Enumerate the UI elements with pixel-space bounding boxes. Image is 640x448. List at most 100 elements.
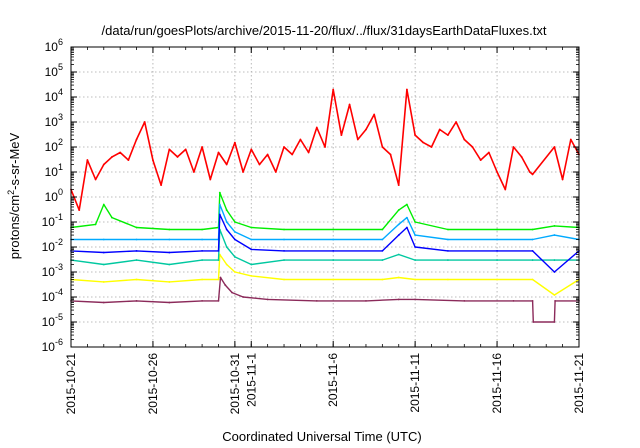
series-point (111, 156, 113, 158)
series-point (479, 159, 482, 161)
series-point (512, 299, 515, 302)
series-point (397, 253, 400, 256)
series-point (168, 251, 171, 254)
series-point (406, 216, 408, 219)
y-tick-label: 100 (45, 187, 63, 204)
series-point (250, 263, 253, 266)
series-point (356, 138, 359, 141)
series-point (274, 171, 277, 173)
series-point (218, 203, 221, 206)
x-tick-label: 2015-11-1 (244, 353, 258, 407)
series-point (291, 153, 294, 156)
series-point (233, 141, 236, 144)
series-point (553, 259, 556, 261)
series-point (332, 278, 335, 281)
series-point (127, 159, 130, 161)
series-point (168, 281, 171, 283)
series-point (496, 259, 498, 261)
series-point (332, 88, 335, 91)
x-axis-label: Coordinated Universal Time (UTC) (222, 429, 421, 444)
series-point (283, 238, 285, 241)
series-point (217, 151, 220, 154)
x-tick-label: 2015-10-21 (64, 353, 78, 415)
series-point (201, 278, 203, 281)
series-point (233, 231, 236, 233)
series-point (224, 284, 227, 286)
series-point (160, 184, 163, 186)
series-point (242, 296, 244, 298)
series-point (561, 178, 564, 181)
series-point (414, 278, 417, 281)
series-point (406, 203, 408, 206)
series-line-0 (70, 276, 579, 323)
series-point (365, 128, 367, 131)
series-point (193, 171, 195, 173)
series-point (102, 301, 105, 304)
series-point (250, 226, 253, 229)
series-point (201, 228, 203, 231)
series-point (258, 163, 261, 166)
series-point (373, 113, 376, 116)
series-point (340, 134, 343, 136)
series-point (315, 299, 318, 302)
series-point (299, 138, 302, 141)
y-tick-label: 10-2 (42, 237, 63, 254)
series-point (283, 228, 285, 231)
series-point (176, 156, 179, 158)
series-point (102, 163, 105, 166)
series-point (447, 228, 449, 231)
series-point (381, 249, 384, 252)
series-point (447, 278, 449, 281)
series-point (168, 263, 171, 266)
series-point (283, 249, 285, 252)
series-point (414, 221, 417, 223)
series-point (553, 146, 556, 148)
series-point (414, 234, 417, 236)
series-point (397, 276, 400, 279)
series-point (553, 294, 556, 296)
series-point (447, 249, 449, 252)
series-point (225, 263, 228, 266)
series-point (233, 238, 236, 241)
series-point (283, 146, 285, 148)
series-point (152, 159, 154, 161)
series-point (471, 146, 474, 148)
series-point (201, 259, 203, 261)
series-point (143, 121, 146, 123)
series-point (219, 276, 222, 279)
series-point (406, 88, 408, 91)
series-point (135, 238, 138, 241)
series-point (184, 148, 187, 151)
series-point (332, 238, 335, 241)
y-tick-label: 10-6 (42, 337, 63, 354)
series-point (531, 249, 534, 252)
y-tick-label: 10-1 (42, 212, 63, 229)
series-point (218, 191, 221, 194)
series-point (512, 146, 515, 148)
series-point (553, 234, 556, 236)
series-point (381, 278, 384, 281)
series-point (528, 171, 531, 173)
series-point (447, 259, 449, 261)
x-tick-label: 2015-11-21 (572, 353, 586, 414)
series-point (102, 251, 105, 254)
series-point (397, 223, 400, 226)
series-point (531, 259, 534, 261)
y-tick-label: 103 (45, 112, 63, 129)
series-point (217, 259, 220, 261)
series-point (553, 321, 556, 323)
chart-title: /data/run/goesPlots/archive/2015-11-20/f… (102, 23, 547, 38)
x-tick-label: 2015-10-26 (146, 353, 160, 415)
series-point (233, 221, 236, 223)
series-point (406, 226, 408, 229)
series-point (531, 173, 534, 176)
series-point (94, 178, 97, 181)
series-point (225, 246, 228, 248)
series-point (553, 271, 556, 273)
y-tick-label: 10-3 (42, 262, 63, 279)
series-point (135, 259, 138, 261)
series-point (111, 216, 113, 219)
series-point (250, 248, 253, 251)
series-point (283, 259, 285, 261)
